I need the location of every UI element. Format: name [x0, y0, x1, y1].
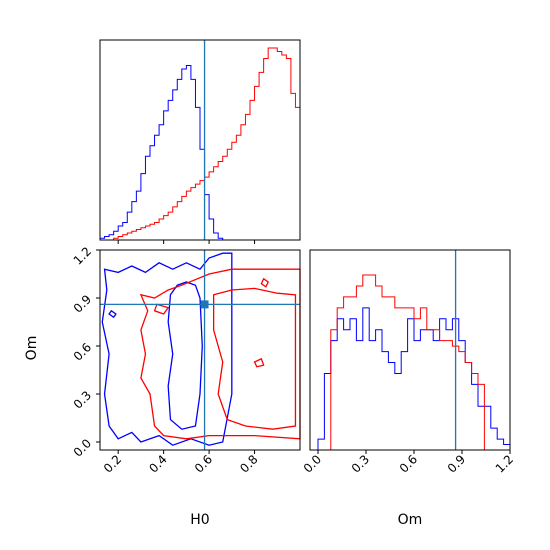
contour-y-tick-label: 0.9: [71, 292, 94, 315]
contour-frame: [99, 249, 301, 451]
hist-om-x-tick-label: 0.9: [445, 452, 468, 475]
contour-red-island: [253, 357, 265, 368]
contour-x-tick-label: 0.8: [237, 452, 260, 475]
contour-red-outer: [139, 268, 301, 440]
contour-y-tick-label: 0.0: [71, 436, 94, 459]
contour-x-tick-label: 0.4: [146, 452, 169, 475]
truth-marker: [200, 300, 209, 309]
hist-h0-frame: [99, 39, 301, 241]
y-axis-label-om: Om: [24, 336, 40, 361]
hist-h0-panel: [99, 39, 301, 244]
contour-red-inner: [212, 287, 297, 430]
hist-om-x-tick-label: 0.6: [397, 452, 420, 475]
contour-blue-outer: [101, 252, 233, 446]
x-axis-label-h0: H0: [190, 512, 209, 528]
x-axis-label-om: Om: [398, 512, 423, 528]
contour-red-island: [260, 277, 270, 288]
contour-x-tick-label: 0.6: [192, 452, 215, 475]
hist-om-x-tick-label: 1.2: [493, 452, 516, 475]
contour-y-tick-label: 0.6: [71, 340, 94, 363]
hist-om-panel: 0.0 0.3 0.6 0.9 1.2: [301, 249, 516, 476]
hist-om-x-tick-label: 0.3: [349, 452, 372, 475]
h0-om-contour-panel: 0.2 0.4 0.6 0.8 0.0 0.3 0.6 0.9 1.2: [71, 244, 301, 476]
contour-x-tick-label: 0.2: [101, 452, 124, 475]
hist-h0-series-blue: [99, 64, 300, 241]
contour-blue-island: [108, 309, 117, 319]
contour-red-island: [153, 303, 170, 315]
hist-h0-series-red: [100, 47, 300, 241]
hist-om-frame: [309, 249, 511, 451]
contour-y-tick-label: 0.3: [71, 388, 94, 411]
contour-y-tick-label: 1.2: [71, 244, 94, 267]
hist-om-x-tick-label: 0.0: [301, 452, 324, 475]
hist-om-series-red: [318, 274, 510, 451]
hist-om-series-blue: [317, 307, 511, 450]
